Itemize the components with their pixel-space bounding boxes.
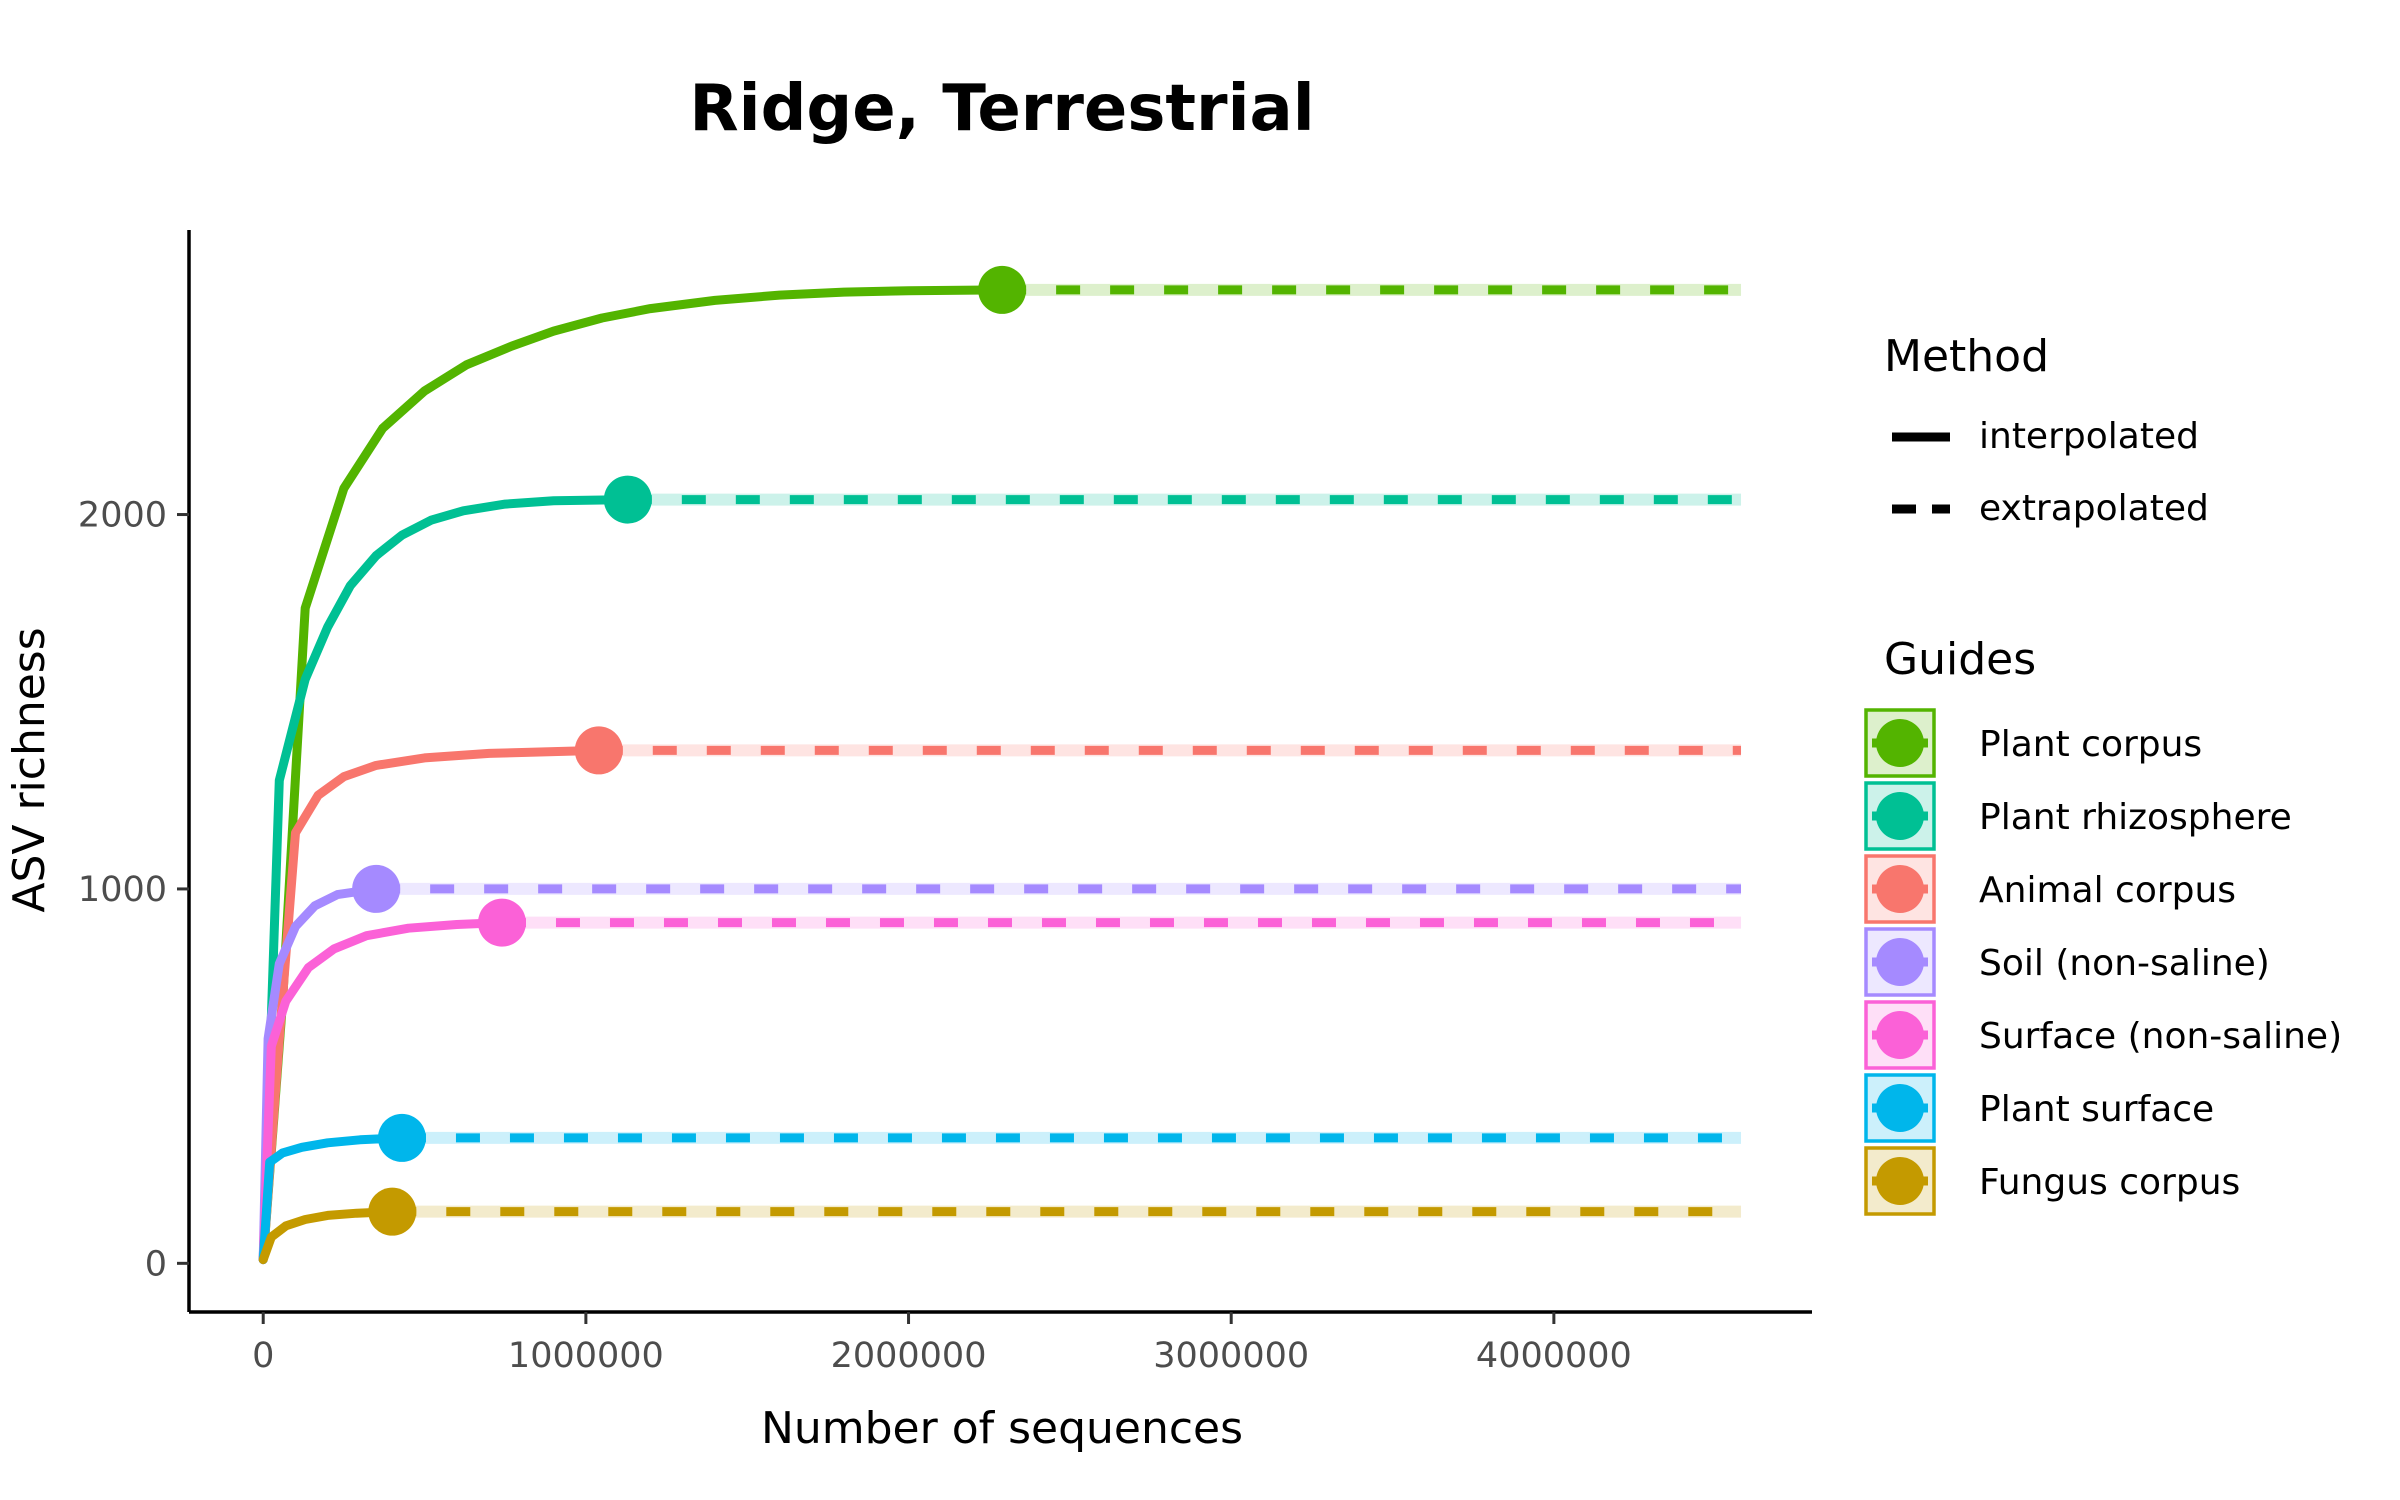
legend-label-fungus-corpus: Fungus corpus	[1979, 1162, 2240, 1203]
series-plant-rhizosphere	[258, 493, 1742, 1265]
x-tick-label: 0	[252, 1336, 274, 1376]
y-axis-ticks: 0 1000 2000	[78, 496, 189, 1284]
series-plant-surface	[258, 1131, 1742, 1265]
legend-item-extrapolated: extrapolated	[1892, 488, 2209, 529]
legend-item-animal-corpus: Animal corpus	[1864, 854, 2236, 924]
chart-title: Ridge, Terrestrial	[689, 72, 1314, 146]
interpolated-line-plant-surface	[258, 1133, 407, 1265]
series-surface-non-saline	[258, 916, 1742, 1265]
legend: Method interpolated extrapolated Guides …	[1864, 331, 2342, 1216]
x-tick-label: 2000000	[831, 1336, 987, 1376]
x-tick-label: 1000000	[508, 1336, 664, 1376]
interpolated-line-plant-corpus	[258, 285, 1007, 1265]
observed-point-plant-rhizosphere	[603, 475, 652, 524]
series-soil-non-saline	[258, 882, 1742, 1265]
legend-key-point-fungus-corpus	[1876, 1157, 1924, 1205]
legend-label-interpolated: interpolated	[1979, 416, 2199, 457]
interpolated-line-fungus-corpus	[258, 1207, 397, 1265]
guides-legend-title: Guides	[1884, 634, 2036, 685]
observed-point-plant-corpus	[978, 265, 1027, 314]
legend-label-plant-surface: Plant surface	[1979, 1089, 2214, 1130]
series-fungus-corpus	[258, 1205, 1742, 1265]
legend-label-animal-corpus: Animal corpus	[1979, 870, 2236, 911]
x-axis-ticks: 0 1000000 2000000 3000000 4000000	[252, 1312, 1632, 1376]
legend-label-surface-non-saline: Surface (non-saline)	[1979, 1016, 2342, 1057]
observed-point-soil-non-saline	[352, 864, 401, 913]
legend-item-interpolated: interpolated	[1892, 416, 2199, 457]
legend-key-point-plant-surface	[1876, 1084, 1924, 1132]
legend-item-plant-rhizosphere: Plant rhizosphere	[1864, 781, 2292, 851]
y-tick-label: 2000	[78, 496, 167, 536]
interpolated-line-soil-non-saline	[258, 884, 381, 1265]
legend-item-fungus-corpus: Fungus corpus	[1864, 1146, 2240, 1216]
y-tick-label: 0	[145, 1244, 167, 1284]
x-tick-label: 3000000	[1153, 1336, 1309, 1376]
observed-point-fungus-corpus	[368, 1187, 417, 1236]
legend-label-plant-corpus: Plant corpus	[1979, 724, 2202, 765]
interpolated-line-plant-rhizosphere	[258, 495, 633, 1265]
legend-key-point-plant-corpus	[1876, 719, 1924, 767]
method-legend-title: Method	[1884, 331, 2049, 382]
series-plant-corpus	[258, 283, 1742, 1265]
legend-key-point-soil-non-saline	[1876, 938, 1924, 986]
interpolated-line-surface-non-saline	[258, 918, 507, 1265]
legend-key-point-surface-non-saline	[1876, 1011, 1924, 1059]
x-axis-title: Number of sequences	[761, 1403, 1243, 1454]
plot-area	[258, 265, 1742, 1265]
interpolated-line-animal-corpus	[258, 745, 604, 1265]
legend-item-plant-corpus: Plant corpus	[1864, 708, 2202, 778]
observed-point-surface-non-saline	[477, 898, 526, 947]
legend-key-point-plant-rhizosphere	[1876, 792, 1924, 840]
series-animal-corpus	[258, 744, 1742, 1265]
observed-point-animal-corpus	[574, 726, 623, 775]
legend-item-soil-non-saline: Soil (non-saline)	[1864, 927, 2270, 997]
legend-key-point-animal-corpus	[1876, 865, 1924, 913]
observed-point-plant-surface	[377, 1113, 426, 1162]
y-axis-title: ASV richness	[4, 627, 55, 912]
legend-item-plant-surface: Plant surface	[1864, 1073, 2214, 1143]
y-tick-label: 1000	[78, 870, 167, 910]
x-tick-label: 4000000	[1476, 1336, 1632, 1376]
legend-label-extrapolated: extrapolated	[1979, 488, 2209, 529]
legend-item-surface-non-saline: Surface (non-saline)	[1864, 1000, 2342, 1070]
guides-legend-items: Plant corpus Plant rhizosphere Animal corp…	[1864, 708, 2342, 1216]
legend-label-soil-non-saline: Soil (non-saline)	[1979, 943, 2270, 984]
legend-label-plant-rhizosphere: Plant rhizosphere	[1979, 797, 2292, 838]
